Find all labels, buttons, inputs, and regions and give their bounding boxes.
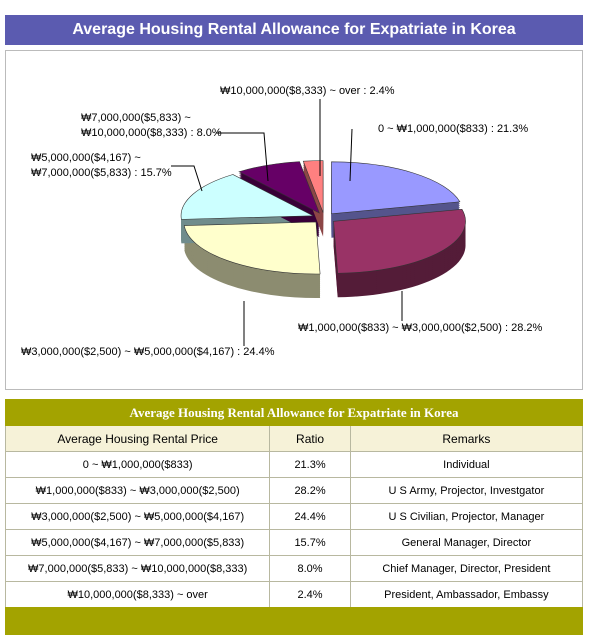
leader-line xyxy=(349,128,353,182)
table-cell: General Manager, Director xyxy=(349,529,584,556)
table-cell: ₩1,000,000($833) ~ ₩3,000,000($2,500) xyxy=(4,477,271,504)
column-header: Remarks xyxy=(349,425,584,452)
table-cell: U S Army, Projector, Investgator xyxy=(349,477,584,504)
table-row: ₩3,000,000($2,500) ~ ₩5,000,000($4,167) 2… xyxy=(4,503,584,530)
slice-label: ₩5,000,000($4,167) ~ xyxy=(31,152,141,164)
slice-label: ₩7,000,000($5,833) : 15.7% xyxy=(31,167,172,179)
slice-label: ₩10,000,000($8,333) ~ over : 2.4% xyxy=(220,85,395,97)
slice-label: ₩7,000,000($5,833) ~ xyxy=(81,112,191,124)
slice xyxy=(180,174,314,220)
data-table: Average Housing Rental Allowance for Exp… xyxy=(4,399,584,608)
slice xyxy=(331,161,461,215)
table-cell: 28.2% xyxy=(269,477,351,504)
slice-label: ₩3,000,000($2,500) ~ ₩5,000,000($4,167) … xyxy=(21,346,275,358)
table-cell: ₩5,000,000($4,167) ~ ₩7,000,000($5,833) xyxy=(4,529,271,556)
slice-label: ₩1,000,000($833) ~ ₩3,000,000($2,500) : … xyxy=(298,322,543,334)
table-cell: ₩10,000,000($8,333) ~ over xyxy=(4,581,271,608)
table-cell: ₩3,000,000($2,500) ~ ₩5,000,000($4,167) xyxy=(4,503,271,530)
slice-label: ₩10,000,000($8,333) : 8.0% xyxy=(81,127,222,139)
slice-label: 0 ~ ₩1,000,000($833) : 21.3% xyxy=(378,123,528,135)
table-cell: 0 ~ ₩1,000,000($833) xyxy=(4,451,271,478)
table-cell: ₩7,000,000($5,833) ~ ₩10,000,000($8,333) xyxy=(4,555,271,582)
table-row: ₩1,000,000($833) ~ ₩3,000,000($2,500) 28.… xyxy=(4,477,584,504)
table-cell: 21.3% xyxy=(269,451,351,478)
table-row: ₩7,000,000($5,833) ~ ₩10,000,000($8,333)… xyxy=(4,555,584,582)
chart: 0 ~ ₩1,000,000($833) : 21.3% ₩1,000,000($… xyxy=(5,50,583,390)
table-cell: President, Ambassador, Embassy xyxy=(349,581,584,608)
table-cell: 8.0% xyxy=(269,555,351,582)
header-row: Average Housing Rental Price Ratio Remarks xyxy=(4,425,584,452)
footer-bar xyxy=(5,607,583,635)
slice xyxy=(302,160,324,213)
slice xyxy=(238,161,320,214)
table-row: 0 ~ ₩1,000,000($833) 21.3% Individual xyxy=(4,451,584,478)
page-title: Average Housing Rental Allowance for Exp… xyxy=(5,15,583,45)
leader-line xyxy=(171,165,203,192)
column-header: Ratio xyxy=(269,425,351,452)
leader-line xyxy=(216,132,269,182)
column-header: Average Housing Rental Price xyxy=(4,425,271,452)
slice xyxy=(333,208,466,274)
table-cell: Chief Manager, Director, President xyxy=(349,555,584,582)
table-row: ₩5,000,000($4,167) ~ ₩7,000,000($5,833) 1… xyxy=(4,529,584,556)
table-title: Average Housing Rental Allowance for Exp… xyxy=(5,399,583,426)
table-cell: 24.4% xyxy=(269,503,351,530)
table-cell: 2.4% xyxy=(269,581,351,608)
table-cell: 15.7% xyxy=(269,529,351,556)
table-row: ₩10,000,000($8,333) ~ over 2.4% President,… xyxy=(4,581,584,608)
slice xyxy=(183,221,321,275)
table-cell: Individual xyxy=(349,451,584,478)
table-cell: U S Civilian, Projector, Manager xyxy=(349,503,584,530)
